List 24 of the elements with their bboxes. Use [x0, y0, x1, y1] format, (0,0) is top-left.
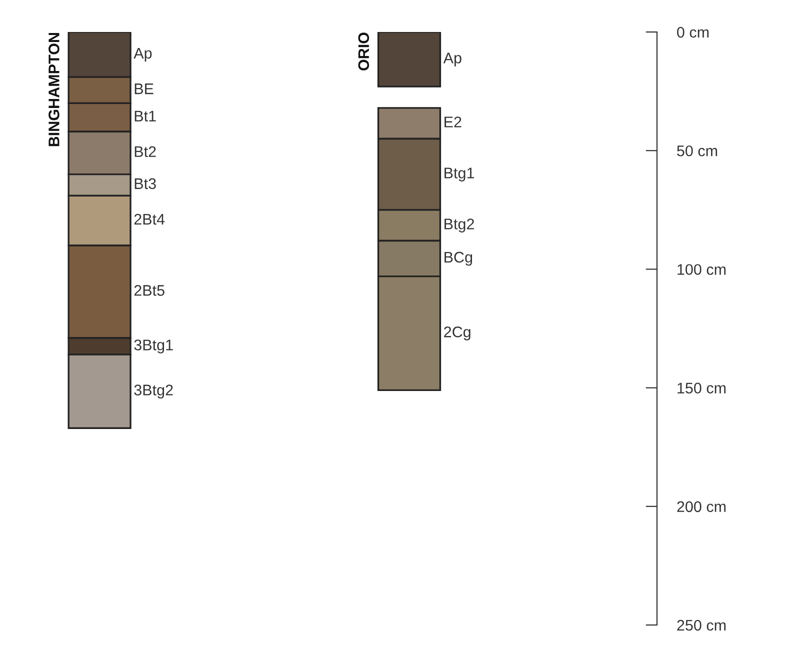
series-label: 2Cg: [444, 326, 470, 340]
series-label: Ap: [443, 52, 462, 66]
series-label: 2Bt5: [134, 285, 164, 296]
y-tick-label: 150 cm: [678, 382, 726, 394]
series-label: Bt1: [134, 110, 156, 122]
series-label: 2Bt4: [134, 214, 165, 225]
y-tick-label: 0 cm: [677, 26, 709, 38]
series-label: Btg1: [444, 168, 474, 182]
series-label: Bt2: [134, 146, 156, 158]
x-tick-label: ORIO: [358, 32, 370, 70]
series-label: E2: [444, 116, 462, 128]
y-tick-label: 50 cm: [677, 145, 718, 156]
y-tick-label: 100 cm: [678, 264, 726, 275]
series-label: BCg: [444, 252, 472, 266]
y-tick-label: 200 cm: [677, 501, 726, 512]
bar: [377, 32, 442, 88]
series-label: BE: [134, 84, 154, 94]
series-label: Btg2: [444, 218, 474, 232]
series-label: 3Btg1: [134, 340, 173, 354]
x-tick-label: BINGHAMPTON: [48, 33, 60, 146]
y-tick-label: 250 cm: [677, 620, 726, 631]
series-label: 3Btg2: [134, 384, 173, 398]
text: Ap: [134, 48, 152, 62]
series-label: Bt3: [134, 178, 156, 190]
